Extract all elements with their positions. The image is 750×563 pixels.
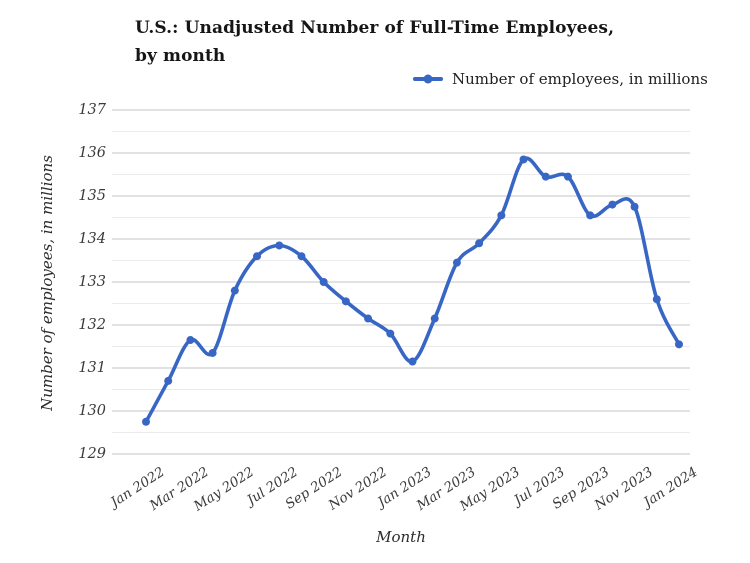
y-tick-label: 134 <box>78 231 106 247</box>
data-point[interactable] <box>253 252 262 261</box>
y-tick-label: 131 <box>78 360 106 376</box>
data-point[interactable] <box>341 297 350 306</box>
data-point[interactable] <box>586 211 595 220</box>
data-point[interactable] <box>319 278 328 286</box>
data-point[interactable] <box>541 172 550 181</box>
data-point[interactable] <box>164 376 173 385</box>
y-tick-label: 130 <box>78 403 106 419</box>
legend-label: Number of employees, in millions <box>452 70 708 88</box>
y-tick-label: 137 <box>78 102 106 118</box>
y-tick-label: 135 <box>78 188 106 204</box>
data-point[interactable] <box>297 252 306 261</box>
data-point[interactable] <box>186 336 195 345</box>
data-point[interactable] <box>452 258 461 267</box>
data-point[interactable] <box>563 172 572 181</box>
data-point[interactable] <box>230 286 239 295</box>
legend[interactable]: Number of employees, in millions <box>413 70 708 88</box>
data-point[interactable] <box>675 340 683 349</box>
data-point[interactable] <box>608 200 617 209</box>
data-point[interactable] <box>630 202 639 211</box>
data-point[interactable] <box>386 329 395 338</box>
data-point[interactable] <box>652 295 661 304</box>
data-point[interactable] <box>519 155 528 164</box>
y-tick-label: 136 <box>78 145 106 161</box>
data-point[interactable] <box>364 314 373 323</box>
data-point[interactable] <box>208 348 217 357</box>
chart-title: U.S.: Unadjusted Number of Full-Time Emp… <box>135 18 615 66</box>
data-point[interactable] <box>430 314 439 323</box>
data-point[interactable] <box>142 417 150 426</box>
y-tick-label: 129 <box>78 446 106 462</box>
data-point[interactable] <box>475 239 484 248</box>
data-point[interactable] <box>408 357 417 366</box>
data-point[interactable] <box>275 241 284 250</box>
data-line <box>144 156 681 424</box>
legend-dot-icon <box>423 74 433 84</box>
y-tick-label: 132 <box>78 317 106 333</box>
legend-line-marker <box>413 74 443 84</box>
y-tick-label: 133 <box>78 274 106 290</box>
x-axis-title: Month <box>376 528 426 546</box>
data-point[interactable] <box>497 211 506 220</box>
